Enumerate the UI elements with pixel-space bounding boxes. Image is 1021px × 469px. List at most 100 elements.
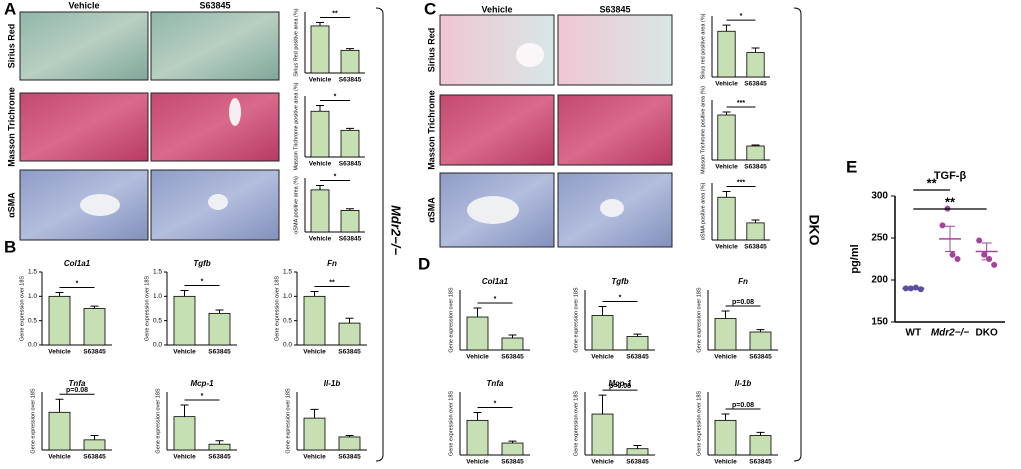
x-tick-label: Vehicle bbox=[466, 354, 489, 361]
error-bar bbox=[981, 242, 992, 261]
chart-title: Fn bbox=[327, 259, 337, 268]
x-tick-label: Vehicle bbox=[48, 454, 71, 461]
data-point bbox=[981, 251, 988, 258]
bar bbox=[208, 443, 231, 451]
y-tick-label: 250 bbox=[871, 233, 888, 244]
error-bar bbox=[633, 333, 642, 337]
bar bbox=[714, 318, 737, 351]
y-tick-label: 300 bbox=[871, 191, 888, 202]
significance-label: p=0.08 bbox=[66, 387, 88, 394]
y-axis-label: pg/ml bbox=[849, 244, 861, 273]
x-tick-label: Vehicle bbox=[591, 354, 614, 361]
y-axis-label: Gene expression over 18S bbox=[30, 388, 36, 453]
significance-label: * bbox=[334, 93, 337, 100]
x-tick-label: S63845 bbox=[626, 459, 649, 466]
y-tick-label: 1.0 bbox=[283, 293, 292, 300]
y-tick-label: 0.5 bbox=[28, 317, 37, 324]
row-label: αSMA bbox=[426, 197, 436, 223]
x-tick-label: Mdr2−/− bbox=[931, 328, 970, 339]
error-bar bbox=[721, 310, 730, 319]
row-label: αSMA bbox=[6, 192, 16, 218]
x-tick-label: S63845 bbox=[749, 354, 772, 361]
bar bbox=[591, 413, 614, 456]
significance-label: ** bbox=[332, 10, 338, 17]
chart-title: Il-1b bbox=[324, 379, 341, 388]
y-tick-label: 200 bbox=[871, 275, 888, 286]
error-bar bbox=[722, 191, 731, 198]
error-bar bbox=[721, 413, 730, 421]
y-axis-label: Gene expression over 18S bbox=[274, 276, 280, 341]
y-axis-label: Gene expression over 18S bbox=[696, 391, 702, 456]
x-tick-label: S63845 bbox=[501, 354, 524, 361]
significance-label: * bbox=[494, 400, 497, 407]
error-bar bbox=[751, 144, 760, 146]
bar bbox=[48, 411, 71, 451]
x-tick-label: S63845 bbox=[83, 349, 106, 356]
y-tick-label: 1.5 bbox=[28, 269, 37, 276]
error-bar bbox=[598, 306, 607, 316]
error-bar bbox=[310, 290, 319, 297]
x-tick-label: S63845 bbox=[339, 236, 362, 243]
x-tick-label: S63845 bbox=[626, 354, 649, 361]
vessel bbox=[80, 194, 120, 216]
y-tick-label: 150 bbox=[871, 317, 888, 328]
bar bbox=[340, 49, 360, 74]
vessel bbox=[467, 196, 519, 224]
chart-title: Tgfb bbox=[193, 259, 210, 268]
data-point bbox=[986, 256, 993, 262]
row-label: Sirius Red bbox=[6, 24, 16, 69]
y-tick-label: 1.5 bbox=[153, 269, 162, 276]
error-bar bbox=[598, 394, 607, 415]
bar bbox=[208, 312, 231, 346]
histology-image bbox=[150, 11, 280, 81]
error-bar bbox=[508, 334, 517, 338]
error-bar bbox=[945, 225, 955, 252]
histology-image bbox=[439, 94, 555, 166]
bar bbox=[338, 436, 361, 451]
x-tick-label: Vehicle bbox=[715, 81, 738, 88]
error-bar bbox=[345, 317, 354, 324]
y-axis-label: Gene expression over 18S bbox=[573, 287, 579, 352]
significance-label: *** bbox=[737, 179, 745, 186]
x-tick-label: S63845 bbox=[744, 164, 767, 171]
y-axis-label: αSMA positive area (%) bbox=[700, 183, 706, 241]
error-bar bbox=[633, 445, 642, 449]
y-tick-label: 0.0 bbox=[153, 342, 162, 349]
panel-label: D bbox=[418, 254, 430, 273]
vessel bbox=[208, 194, 228, 210]
y-axis-label: Gene expression over 18S bbox=[144, 276, 150, 341]
error-bar bbox=[722, 24, 731, 32]
significance-label: p=0.08 bbox=[609, 383, 631, 390]
y-axis-label: Gene expression over 18S bbox=[573, 391, 579, 456]
x-tick-label: Vehicle bbox=[173, 454, 196, 461]
labels: A B C D E Vehicle S63845 Vehicle S63845 … bbox=[4, 0, 857, 462]
error-bar bbox=[215, 309, 224, 314]
error-bar bbox=[180, 404, 189, 417]
bar bbox=[626, 448, 649, 456]
bar bbox=[310, 189, 330, 233]
significance-label: p=0.08 bbox=[732, 299, 754, 306]
x-tick-label: Vehicle bbox=[309, 77, 332, 84]
histology-image bbox=[19, 92, 149, 162]
error-bar bbox=[751, 47, 760, 53]
bar bbox=[340, 209, 360, 233]
chart-title: Tnfa bbox=[69, 379, 86, 388]
error-bar bbox=[180, 289, 189, 297]
bar bbox=[173, 416, 196, 451]
bar bbox=[501, 442, 524, 456]
error-bar bbox=[473, 307, 482, 317]
bar bbox=[746, 222, 765, 241]
error-bar bbox=[722, 111, 731, 115]
x-tick-label: S63845 bbox=[749, 459, 772, 466]
x-tick-label: Vehicle bbox=[303, 349, 326, 356]
error-bar bbox=[756, 329, 765, 332]
error-bar bbox=[55, 291, 64, 297]
y-axis-label: Gene expression over 18S bbox=[155, 388, 161, 453]
x-tick-label: Vehicle bbox=[48, 349, 71, 356]
chart-title: Fn bbox=[738, 277, 748, 286]
bar bbox=[310, 25, 330, 74]
x-tick-label: S63845 bbox=[338, 454, 361, 461]
x-tick-label: Vehicle bbox=[714, 354, 737, 361]
significance-label: * bbox=[334, 173, 337, 180]
y-axis-label: Gene expression over 18S bbox=[448, 287, 454, 352]
